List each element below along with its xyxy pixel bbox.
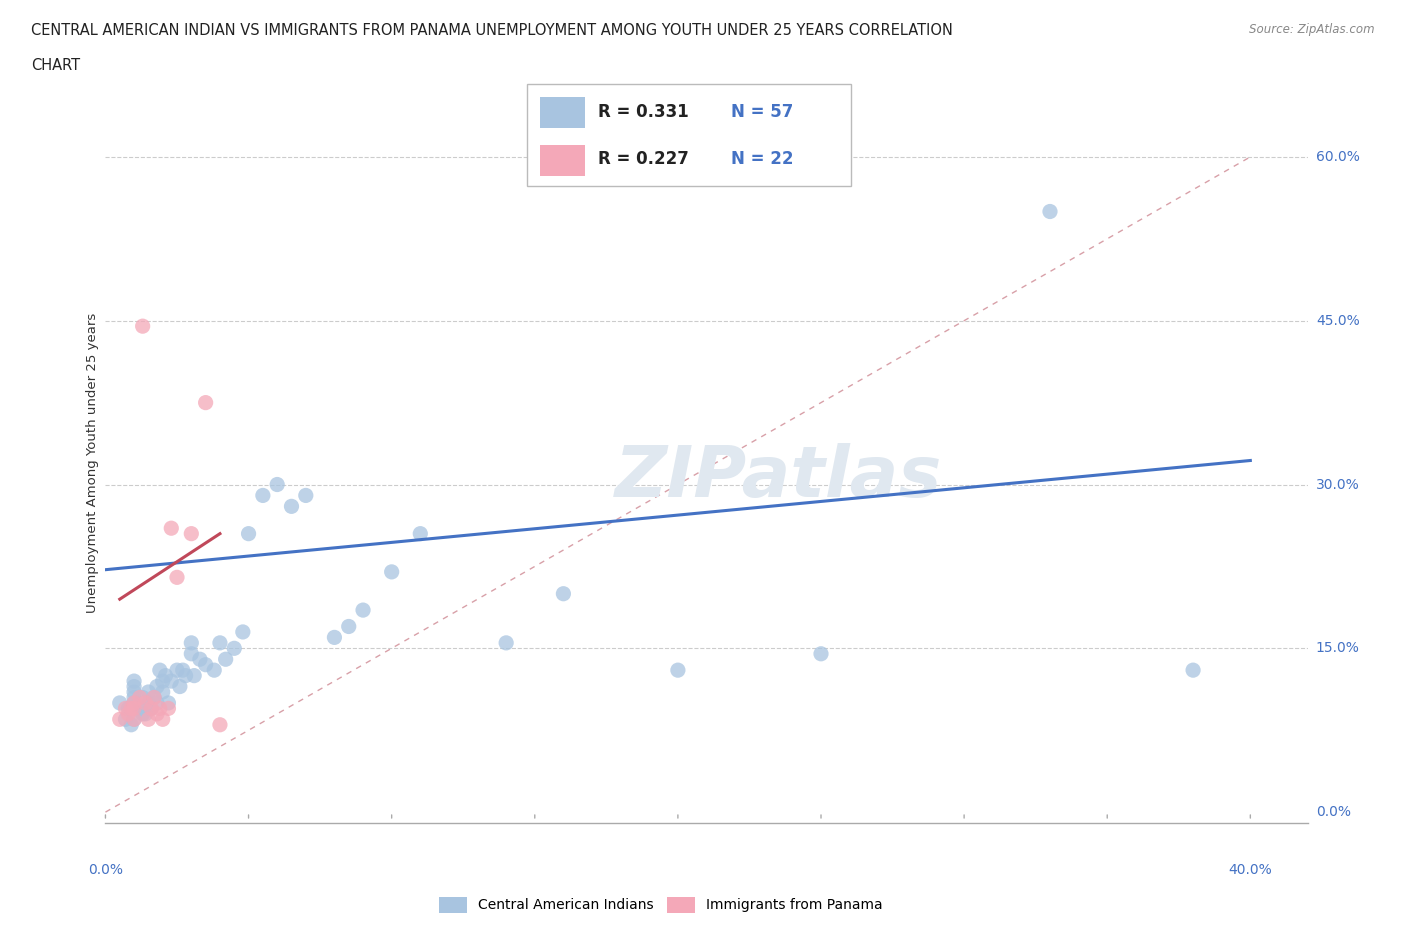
Point <box>194 658 217 672</box>
Point <box>194 395 217 410</box>
Text: 60.0%: 60.0% <box>1316 150 1360 164</box>
Point <box>266 477 288 492</box>
Point <box>138 684 160 699</box>
Text: 0.0%: 0.0% <box>89 863 122 877</box>
Point <box>122 701 145 716</box>
Point <box>208 717 231 732</box>
Text: N = 57: N = 57 <box>731 103 793 121</box>
Point <box>120 717 142 732</box>
Point <box>122 701 145 716</box>
Point <box>495 635 517 650</box>
Point <box>188 652 211 667</box>
Point <box>141 701 163 716</box>
Y-axis label: Unemployment Among Youth under 25 years: Unemployment Among Youth under 25 years <box>86 312 98 613</box>
Point <box>117 707 139 722</box>
Point <box>128 701 150 716</box>
Point <box>323 630 346 644</box>
Point <box>381 565 404 579</box>
Point <box>131 707 153 722</box>
Text: N = 22: N = 22 <box>731 151 793 168</box>
Text: ZIPatlas: ZIPatlas <box>614 443 942 512</box>
Point <box>295 488 318 503</box>
Point <box>252 488 274 503</box>
Point <box>122 684 145 699</box>
Point <box>146 707 169 722</box>
Point <box>131 319 153 334</box>
Point <box>120 701 142 716</box>
Text: R = 0.331: R = 0.331 <box>599 103 689 121</box>
Point <box>180 635 202 650</box>
Point <box>553 586 575 601</box>
Point <box>352 603 374 618</box>
Point <box>1182 663 1205 678</box>
Point <box>122 690 145 705</box>
FancyBboxPatch shape <box>527 84 851 186</box>
Point <box>141 701 163 716</box>
Point <box>174 668 197 683</box>
Point <box>180 526 202 541</box>
Legend: Central American Indians, Immigrants from Panama: Central American Indians, Immigrants fro… <box>433 891 889 919</box>
Point <box>183 668 205 683</box>
Point <box>172 663 194 678</box>
Point <box>1039 204 1062 219</box>
Point <box>157 701 180 716</box>
Point <box>180 646 202 661</box>
Point <box>232 625 254 640</box>
Point <box>114 711 136 726</box>
Text: Source: ZipAtlas.com: Source: ZipAtlas.com <box>1250 23 1375 36</box>
Point <box>152 673 174 688</box>
Point <box>122 711 145 726</box>
Text: CHART: CHART <box>31 58 80 73</box>
Point <box>224 641 246 656</box>
Text: R = 0.227: R = 0.227 <box>599 151 689 168</box>
Point <box>152 711 174 726</box>
Point <box>128 690 150 705</box>
Text: CENTRAL AMERICAN INDIAN VS IMMIGRANTS FROM PANAMA UNEMPLOYMENT AMONG YOUTH UNDER: CENTRAL AMERICAN INDIAN VS IMMIGRANTS FR… <box>31 23 953 38</box>
Point <box>152 684 174 699</box>
Point <box>155 668 177 683</box>
Point <box>135 696 157 711</box>
Bar <box>540 145 585 176</box>
Point <box>149 701 172 716</box>
Point <box>337 619 360 634</box>
Point <box>122 696 145 711</box>
Point <box>166 570 188 585</box>
Point <box>122 673 145 688</box>
Bar <box>540 97 585 127</box>
Point <box>135 707 157 722</box>
Point <box>160 673 183 688</box>
Text: 15.0%: 15.0% <box>1316 642 1360 656</box>
Point <box>810 646 832 661</box>
Point <box>146 679 169 694</box>
Point <box>666 663 689 678</box>
Text: 45.0%: 45.0% <box>1316 313 1360 327</box>
Point <box>143 690 166 705</box>
Point <box>169 679 191 694</box>
Point <box>131 690 153 705</box>
Text: 40.0%: 40.0% <box>1229 863 1272 877</box>
Point <box>409 526 432 541</box>
Point <box>108 711 131 726</box>
Text: 0.0%: 0.0% <box>1316 805 1351 819</box>
Point <box>146 696 169 711</box>
Point <box>122 696 145 711</box>
Point <box>108 696 131 711</box>
Point <box>166 663 188 678</box>
Point <box>143 690 166 705</box>
Point <box>149 663 172 678</box>
Point <box>122 679 145 694</box>
Point <box>138 711 160 726</box>
Point <box>208 635 231 650</box>
Text: 30.0%: 30.0% <box>1316 477 1360 492</box>
Point <box>214 652 236 667</box>
Point <box>202 663 225 678</box>
Point <box>114 701 136 716</box>
Point <box>117 701 139 716</box>
Point <box>122 711 145 726</box>
Point <box>280 498 302 513</box>
Point <box>157 696 180 711</box>
Point <box>160 521 183 536</box>
Point <box>138 696 160 711</box>
Point <box>238 526 260 541</box>
